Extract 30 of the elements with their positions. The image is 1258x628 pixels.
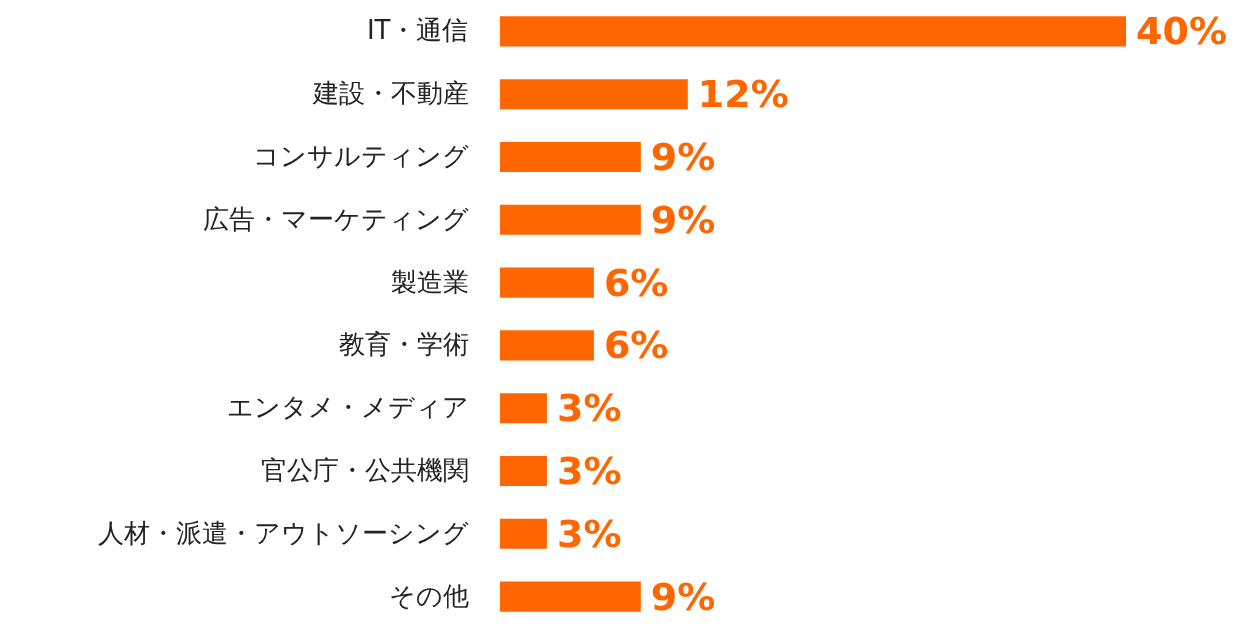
bar — [500, 455, 547, 487]
y-tick-label: 製造業 — [390, 266, 469, 297]
y-tick-label: 建設・不動産 — [311, 78, 469, 109]
y-tick-label: コンサルティング — [252, 141, 469, 171]
bar — [500, 16, 1126, 47]
bar — [500, 267, 594, 298]
bar — [500, 330, 594, 361]
data-label: 12% — [697, 72, 789, 117]
data-label: 9% — [650, 197, 716, 242]
data-label: 9% — [650, 135, 716, 179]
bar — [500, 581, 641, 612]
y-tick-label: 教育・学術 — [338, 329, 469, 360]
y-tick-label: IT・通信 — [366, 15, 469, 46]
data-label: 3% — [556, 449, 622, 493]
data-label: 40% — [1136, 9, 1227, 54]
data-label: 9% — [650, 574, 716, 619]
data-label: 3% — [556, 386, 622, 431]
bar — [500, 79, 688, 110]
data-label: 3% — [556, 511, 622, 556]
y-tick-label: 広告・マーケティング — [202, 203, 469, 234]
data-label: 6% — [603, 260, 669, 305]
y-tick-label: 官公庁・公共機関 — [260, 455, 469, 485]
bar — [500, 204, 641, 235]
y-tick-label: エンタメ・メディア — [226, 392, 469, 423]
data-label: 6% — [603, 323, 669, 368]
y-tick-label: その他 — [388, 580, 469, 611]
y-tick-label: 人材・派遣・アウトソーシング — [97, 517, 469, 548]
bar — [500, 518, 547, 549]
bar — [500, 141, 641, 173]
bar — [500, 393, 547, 424]
